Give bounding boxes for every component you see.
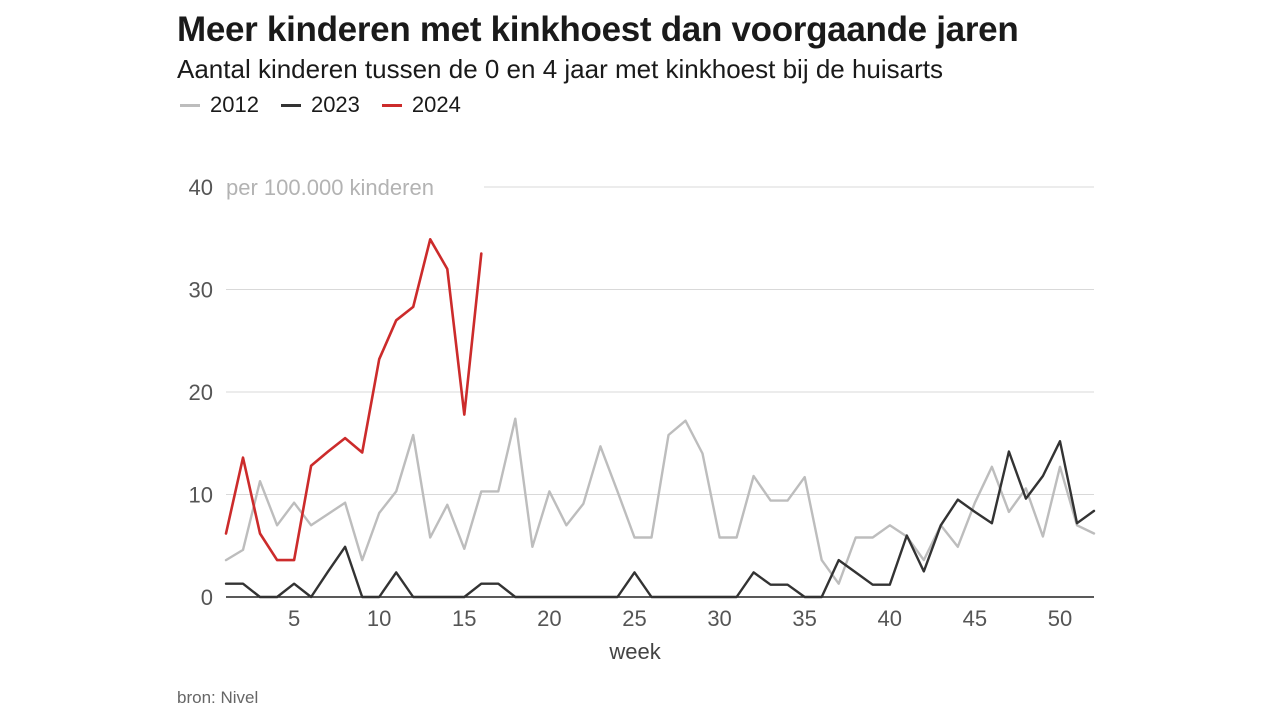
x-tick-label: 35 [792,606,816,631]
legend-item-2023: 2023 [280,92,360,118]
legend-label-2023: 2023 [310,92,360,117]
x-tick-label: 20 [537,606,561,631]
legend-swatch-2024 [381,103,402,107]
legend-swatch-2012 [180,103,200,107]
x-tick-label: 5 [288,606,300,631]
legend-item-2012: 2012 [180,92,259,118]
x-tick-label: 15 [452,606,476,631]
series-line-2012 [224,417,1096,585]
x-tick-label: 50 [1048,606,1072,631]
y-tick-label: 0 [201,585,213,610]
x-tick-label: 30 [707,606,731,631]
series-line-2023 [224,440,1096,599]
y-tick-label: 40 [189,175,213,200]
y-unit-label: per 100.000 kinderen [226,175,434,200]
x-tick-label: 10 [367,606,391,631]
legend-label-2024: 2024 [411,92,461,117]
legend-swatch-2023 [280,103,301,107]
legend-item-2024: 2024 [381,92,461,118]
series-line-2024 [224,238,483,562]
series-lines [224,238,1096,599]
x-axis-ticks: 5 10 15 20 25 30 35 40 45 50 [288,606,1072,631]
legend-label-2012: 2012 [210,92,259,117]
source-note: bron: Nivel [177,688,259,707]
legend: 2012 2023 2024 [180,92,461,118]
y-tick-label: 10 [189,483,213,508]
chart-title: Meer kinderen met kinkhoest dan voorgaan… [177,10,1019,49]
y-tick-label: 30 [189,278,213,303]
y-tick-label: 20 [189,380,213,405]
x-axis-label: week [608,639,661,664]
x-tick-label: 25 [622,606,646,631]
chart-subtitle: Aantal kinderen tussen de 0 en 4 jaar me… [177,54,944,84]
y-axis-ticks: 0 10 20 30 40 [189,175,213,610]
x-tick-label: 45 [963,606,987,631]
x-tick-label: 40 [878,606,902,631]
gridlines [226,186,1094,495]
